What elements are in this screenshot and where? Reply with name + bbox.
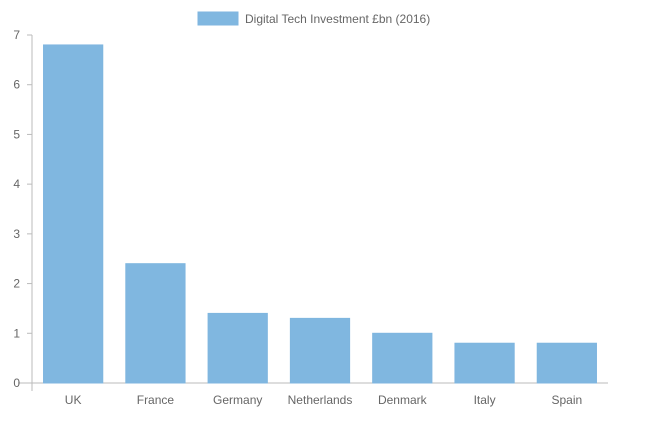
y-tick-label: 7 [13, 28, 20, 42]
legend: Digital Tech Investment £bn (2016) [197, 11, 430, 26]
legend-label: Digital Tech Investment £bn (2016) [245, 12, 430, 26]
x-tick-label: Italy [474, 393, 496, 407]
y-tick-label: 3 [13, 227, 20, 241]
bar-france [125, 263, 186, 384]
x-tick-label: Denmark [378, 393, 428, 407]
bar-spain [536, 342, 597, 384]
y-tick-label: 2 [13, 277, 20, 291]
bar-uk [43, 44, 104, 384]
y-tick-label: 0 [13, 376, 20, 390]
x-tick-label: France [137, 393, 175, 407]
y-tick-label: 1 [13, 326, 20, 340]
x-tick-label: Netherlands [288, 393, 353, 407]
bars [43, 44, 597, 384]
x-axis-ticks: UK France Germany Netherlands Denmark Italy Sp… [65, 393, 582, 407]
y-tick-label: 4 [13, 177, 20, 191]
bar-italy [454, 342, 515, 384]
legend-swatch [197, 11, 239, 26]
y-axis-ticks: 0 1 2 3 4 5 6 7 [13, 28, 32, 390]
bar-netherlands [289, 317, 351, 384]
y-tick-label: 5 [13, 127, 20, 141]
x-tick-label: Spain [552, 393, 583, 407]
x-tick-label: UK [65, 393, 82, 407]
bar-denmark [372, 332, 433, 384]
x-tick-label: Germany [213, 393, 262, 407]
bar-germany [207, 312, 268, 384]
y-tick-label: 6 [13, 78, 20, 92]
